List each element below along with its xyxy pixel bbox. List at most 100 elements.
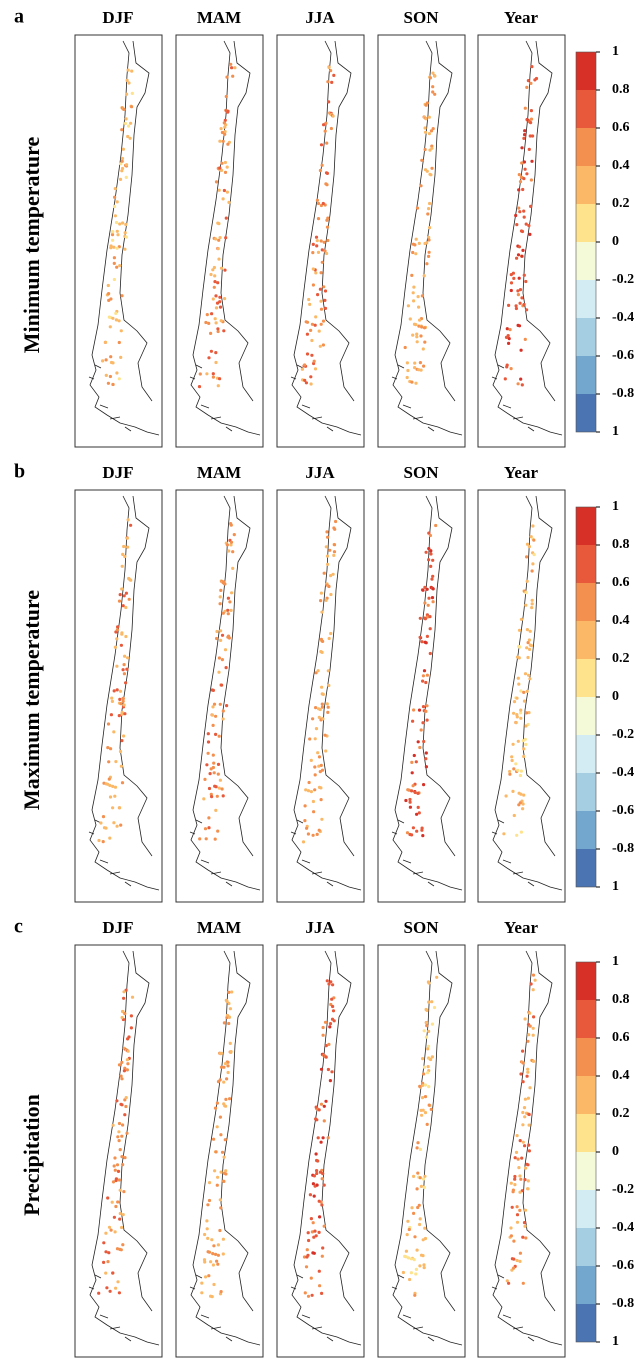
station-dot — [412, 708, 416, 712]
station-dot — [421, 1057, 425, 1061]
station-dot — [515, 713, 519, 717]
station-dot — [322, 1119, 326, 1123]
station-dot — [216, 762, 221, 766]
station-dot — [130, 995, 135, 999]
station-dot — [509, 367, 513, 371]
station-dot — [515, 696, 519, 700]
station-dot — [224, 1104, 228, 1108]
station-dot — [410, 833, 414, 837]
station-dot — [321, 717, 325, 721]
station-dot — [319, 271, 323, 275]
station-dot — [516, 1157, 520, 1161]
station-dot — [120, 156, 125, 161]
station-dot — [520, 146, 524, 150]
station-dot — [521, 1281, 525, 1285]
station-dot — [110, 230, 115, 234]
station-dot — [427, 1085, 431, 1089]
station-dot — [520, 296, 524, 300]
station-dot — [206, 740, 211, 744]
station-dot — [512, 1257, 516, 1261]
station-dot — [406, 1219, 410, 1223]
map — [88, 950, 160, 1346]
station-dot — [418, 635, 422, 639]
station-dot — [106, 1260, 110, 1264]
station-dot — [222, 1080, 226, 1084]
colorbar-label: 0.8 — [612, 82, 630, 97]
station-dot — [414, 760, 418, 764]
station-dot — [425, 634, 429, 638]
station-dot — [225, 190, 229, 194]
station-dot — [326, 1136, 330, 1140]
station-dot — [527, 1143, 531, 1147]
station-dot — [218, 377, 222, 381]
station-dot — [322, 285, 326, 289]
station-dot — [317, 828, 321, 832]
station-dot — [314, 1234, 318, 1238]
station-dot — [529, 178, 533, 182]
station-dot — [311, 799, 315, 804]
station-dot — [118, 689, 123, 693]
station-dot — [418, 1176, 422, 1180]
station-dot — [416, 740, 420, 744]
station-dot — [524, 222, 528, 226]
map-frame — [377, 944, 466, 1358]
station-dot — [320, 685, 324, 689]
station-dot — [530, 598, 534, 602]
station-dot — [408, 797, 412, 802]
station-dot — [118, 1211, 122, 1216]
station-dot — [214, 294, 218, 298]
station-dot — [325, 979, 329, 983]
station-dot — [327, 100, 331, 104]
station-dot — [418, 1217, 422, 1221]
station-dot — [216, 281, 220, 285]
station-dot — [528, 232, 532, 236]
station-dot — [313, 765, 317, 769]
station-dot — [523, 1144, 527, 1148]
station-dot — [322, 1183, 326, 1187]
station-dot — [523, 1097, 527, 1101]
station-dot — [115, 688, 119, 692]
station-dot — [200, 1291, 204, 1295]
colorbar-swatch — [576, 204, 596, 242]
station-dot — [122, 672, 126, 676]
station-dot — [223, 1062, 228, 1066]
station-dot — [527, 1033, 531, 1037]
station-dot — [427, 981, 431, 985]
station-dot — [325, 554, 330, 558]
station-dot — [332, 1019, 336, 1023]
colorbar-swatch — [576, 52, 596, 90]
station-dot — [411, 333, 415, 337]
map — [391, 495, 463, 891]
station-dot — [322, 571, 326, 575]
station-dot — [216, 327, 220, 331]
station-dot — [430, 166, 434, 170]
station-dot — [318, 344, 322, 348]
station-dot — [426, 212, 430, 216]
station-dot — [514, 1150, 519, 1154]
station-dot — [222, 1102, 226, 1106]
station-dot — [509, 273, 513, 277]
station-dot — [411, 826, 415, 830]
station-dot — [214, 1252, 218, 1256]
colorbar-label: 0.2 — [612, 651, 630, 666]
colorbar-label: 0.2 — [612, 1106, 630, 1121]
station-dot — [415, 1187, 419, 1191]
station-dot — [427, 558, 431, 562]
station-dot — [407, 1227, 411, 1232]
station-dot — [319, 591, 323, 595]
station-dot — [430, 1055, 434, 1059]
station-dot — [114, 760, 118, 764]
row-label: Minimum temperature — [19, 137, 44, 354]
station-dot — [424, 765, 428, 769]
station-dot — [108, 374, 112, 379]
station-dot — [122, 990, 126, 994]
station-dot — [526, 1067, 530, 1071]
station-dot — [126, 656, 130, 660]
station-dot — [311, 1221, 315, 1225]
station-dot — [104, 373, 108, 377]
station-dot — [321, 1033, 325, 1037]
station-dot — [317, 1230, 321, 1234]
station-dot — [214, 351, 218, 355]
station-dot — [114, 318, 118, 322]
station-dot — [518, 1251, 522, 1255]
